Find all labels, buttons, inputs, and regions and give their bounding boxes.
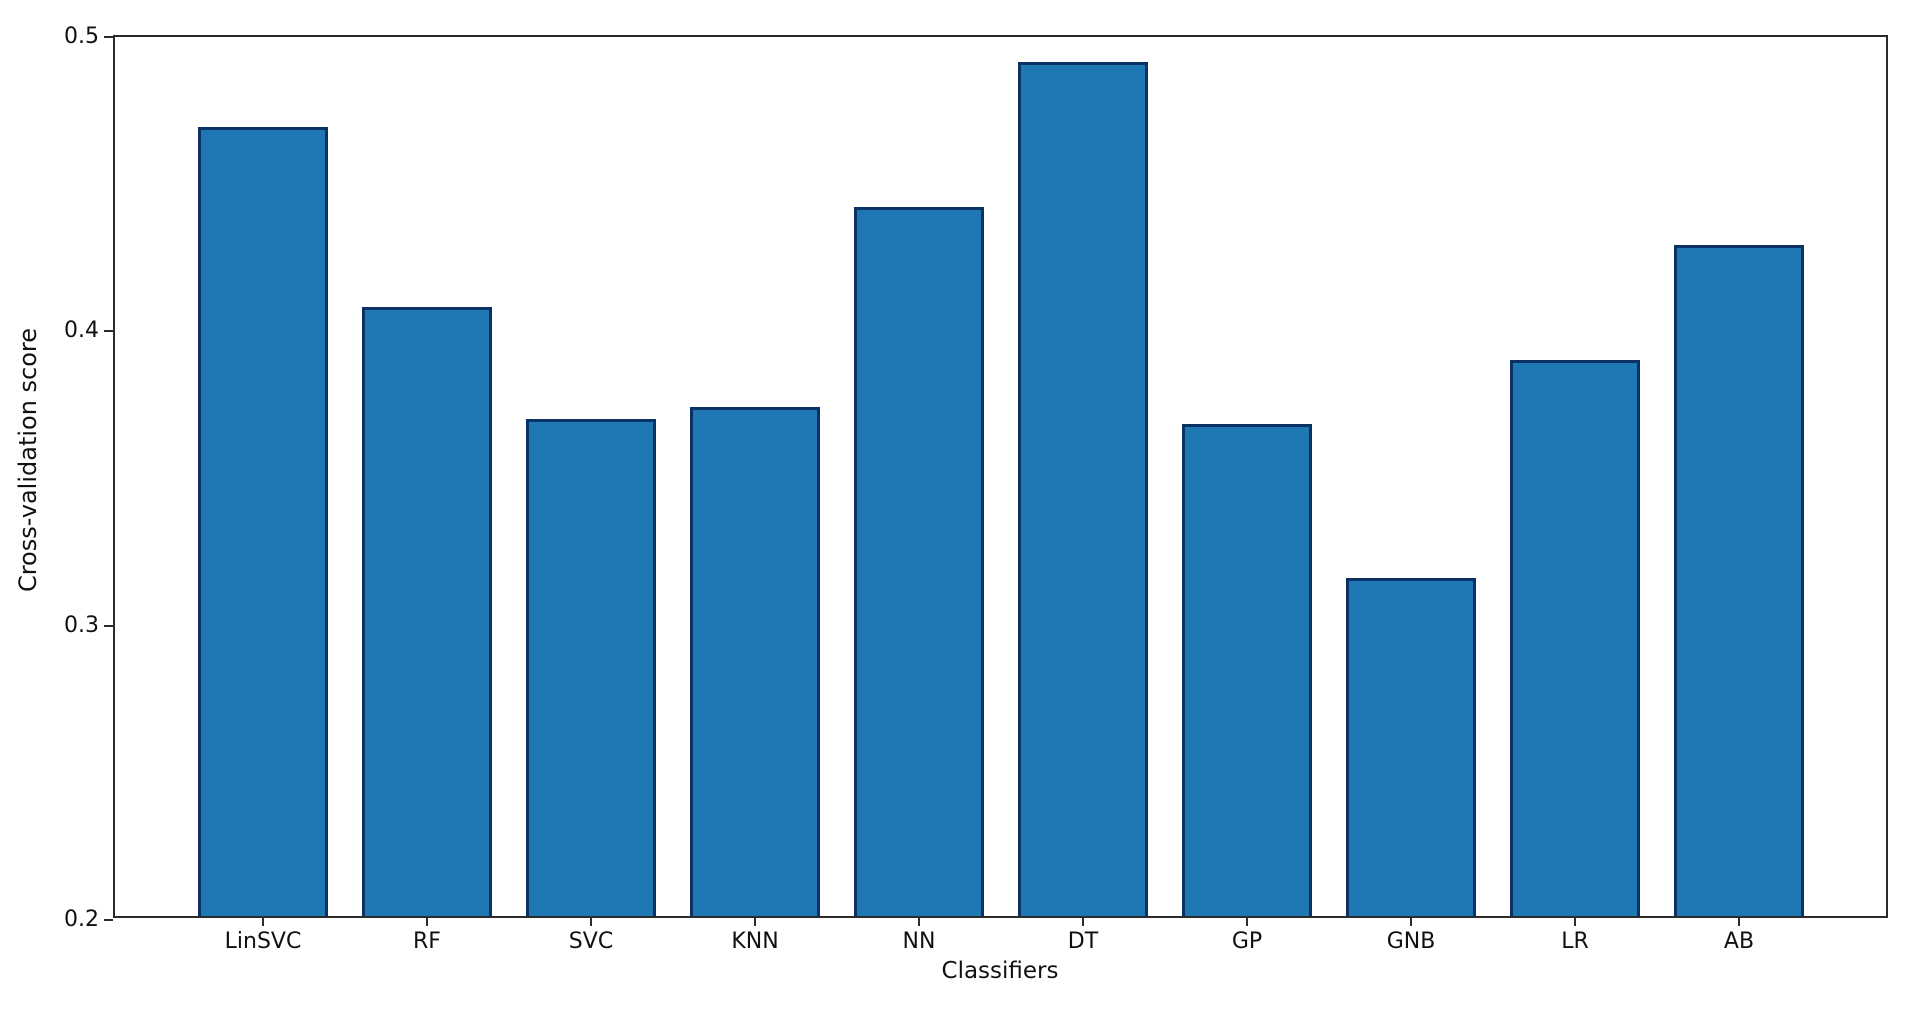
y-axis-title: Cross-validation score [14,327,42,593]
x-tick-label-LR: LR [1561,929,1589,954]
bar-SVC [526,419,656,916]
x-tick-mark-AB [1738,918,1740,926]
x-tick-mark-GNB [1410,918,1412,926]
x-tick-label-KNN: KNN [731,929,779,954]
x-tick-mark-KNN [754,918,756,926]
y-tick-label-0.5: 0.5 [64,24,99,49]
x-tick-mark-LR [1574,918,1576,926]
bar-NN [854,207,984,916]
x-tick-mark-NN [918,918,920,926]
bar-RF [362,307,492,916]
y-tick-label-0.2: 0.2 [64,907,99,932]
bar-LinSVC [198,127,328,916]
x-tick-mark-LinSVC [262,918,264,926]
bar-LR [1510,360,1640,916]
plot-area: 0.2 0.3 0.4 0.5 LinSVC RF SVC KNN NN DT GP GNB LR AB [64,24,1888,954]
x-tick-mark-DT [1082,918,1084,926]
x-tick-label-AB: AB [1723,929,1755,954]
y-tick-mark-0.2 [104,919,113,921]
x-tick-label-DT: DT [1067,929,1099,954]
x-tick-label-NN: NN [902,929,936,954]
x-tick-mark-GP [1246,918,1248,926]
x-tick-label-SVC: SVC [568,929,614,954]
x-tick-label-GP: GP [1231,929,1263,954]
bar-KNN [690,407,820,916]
y-tick-mark-0.3 [104,624,113,627]
bar-AB [1674,245,1804,916]
y-tick-label-0.4: 0.4 [64,318,99,344]
x-tick-mark-SVC [590,918,592,926]
bar-GNB [1346,578,1476,916]
x-tick-mark-RF [426,918,428,926]
x-tick-label-RF: RF [413,929,441,954]
y-tick-label-0.3: 0.3 [64,612,99,638]
x-tick-label-LinSVC: LinSVC [224,929,302,954]
y-tick-mark-0.4 [104,330,113,333]
y-tick-mark-0.5 [104,36,113,38]
x-tick-label-GNB: GNB [1386,929,1436,954]
bar-DT [1018,62,1148,916]
bar-GP [1182,424,1312,916]
x-axis-title: Classifiers [941,958,1059,984]
